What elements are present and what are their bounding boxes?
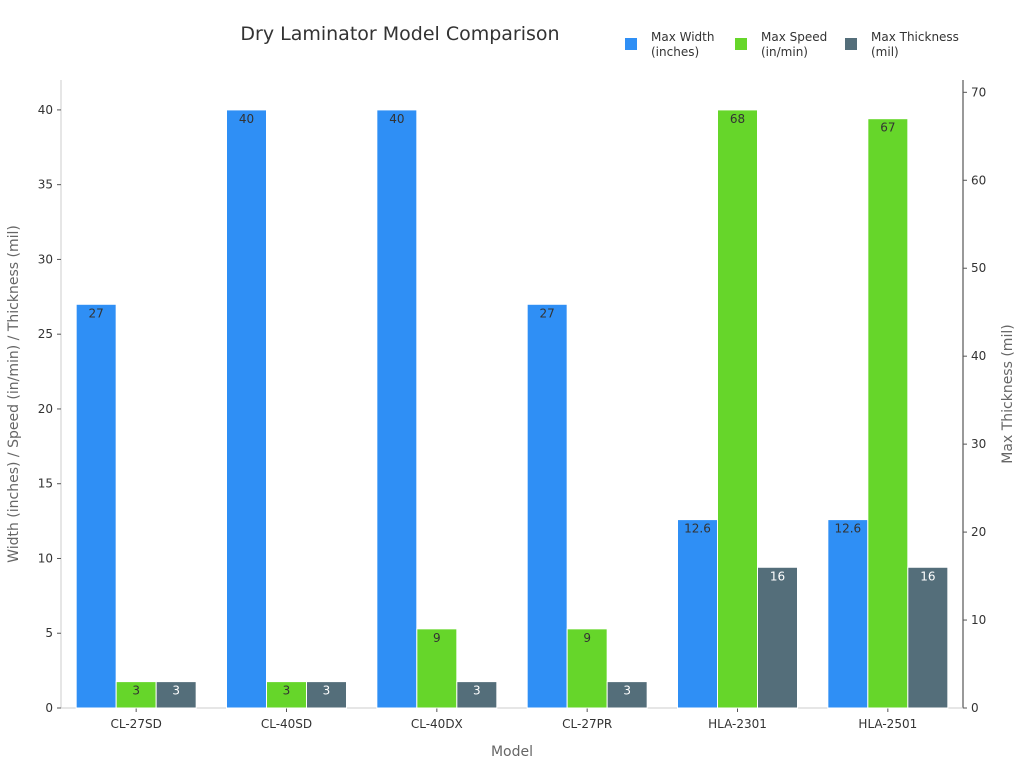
- y-axis-label-right: Max Thickness (mil): [1000, 324, 1016, 463]
- data-label: 68: [730, 112, 745, 126]
- y-tick-label-right: 70: [971, 85, 986, 99]
- x-axis-label: Model: [491, 744, 533, 760]
- y-tick-label-right: 0: [971, 701, 979, 715]
- bar: [155, 681, 197, 709]
- legend: Max Width (inches) Max Speed (in/min) Max Th…: [625, 30, 959, 59]
- bar: [566, 628, 608, 709]
- data-label: 3: [473, 684, 481, 698]
- data-label: 3: [172, 684, 180, 698]
- x-tick-label: CL-27PR: [562, 717, 612, 731]
- y-tick-label-right: 50: [971, 261, 986, 275]
- data-label: 3: [323, 684, 331, 698]
- data-label: 27: [89, 306, 104, 320]
- y-tick-label-right: 10: [971, 613, 986, 627]
- data-label: 67: [880, 121, 895, 135]
- x-tick-label: HLA-2501: [858, 717, 917, 731]
- data-label: 3: [132, 684, 140, 698]
- y-tick-label-left: 0: [45, 701, 53, 715]
- y-tick-label-right: 60: [971, 173, 986, 187]
- bar: [677, 519, 718, 709]
- x-tick-label: HLA-2301: [708, 717, 767, 731]
- data-label: 9: [433, 631, 441, 645]
- y-tick-label-left: 35: [38, 178, 53, 192]
- y-tick-label-left: 5: [45, 626, 53, 640]
- data-label: 40: [389, 112, 404, 126]
- x-tick-label: CL-40DX: [411, 717, 463, 731]
- data-label: 3: [283, 684, 291, 698]
- bar: [717, 109, 758, 709]
- bar: [416, 628, 458, 709]
- bar: [376, 109, 418, 709]
- bar: [867, 118, 909, 709]
- data-label: 12.6: [684, 522, 711, 536]
- y-tick-label-left: 25: [38, 327, 53, 341]
- data-label: 27: [540, 306, 555, 320]
- legend-swatch: [735, 38, 747, 50]
- data-label: 40: [239, 112, 254, 126]
- y-tick-label-right: 20: [971, 525, 986, 539]
- data-label: 3: [623, 684, 631, 698]
- bar: [75, 303, 117, 709]
- bar: [266, 681, 307, 709]
- data-label: 16: [920, 569, 935, 583]
- bar: [907, 566, 949, 709]
- bar: [456, 681, 498, 709]
- y-axis-label-left: Width (inches) / Speed (in/min) / Thickn…: [6, 225, 22, 563]
- legend-label: Max Thickness (mil): [871, 30, 959, 59]
- y-tick-label-left: 10: [38, 551, 53, 565]
- y-tick-label-left: 30: [38, 252, 53, 266]
- bar: [827, 519, 869, 709]
- bar: [226, 109, 267, 709]
- chart-title: Dry Laminator Model Comparison: [240, 23, 559, 45]
- y-tick-label-left: 15: [38, 477, 53, 491]
- x-tick-label: CL-27SD: [111, 717, 162, 731]
- bar: [757, 566, 798, 709]
- legend-label: Max Speed (in/min): [761, 30, 827, 59]
- y-tick-label-right: 40: [971, 349, 986, 363]
- legend-swatch: [625, 38, 637, 50]
- x-tick-label: CL-40SD: [261, 717, 312, 731]
- y-tick-label-right: 30: [971, 437, 986, 451]
- legend-swatch: [845, 38, 857, 50]
- y-tick-label-left: 40: [38, 103, 53, 117]
- data-label: 16: [770, 569, 785, 583]
- data-label: 9: [583, 631, 591, 645]
- bar: [526, 303, 568, 709]
- y-tick-label-left: 20: [38, 402, 53, 416]
- data-label: 12.6: [834, 522, 861, 536]
- legend-label: Max Width (inches): [651, 30, 715, 59]
- bar: [306, 681, 347, 709]
- bar: [606, 681, 648, 709]
